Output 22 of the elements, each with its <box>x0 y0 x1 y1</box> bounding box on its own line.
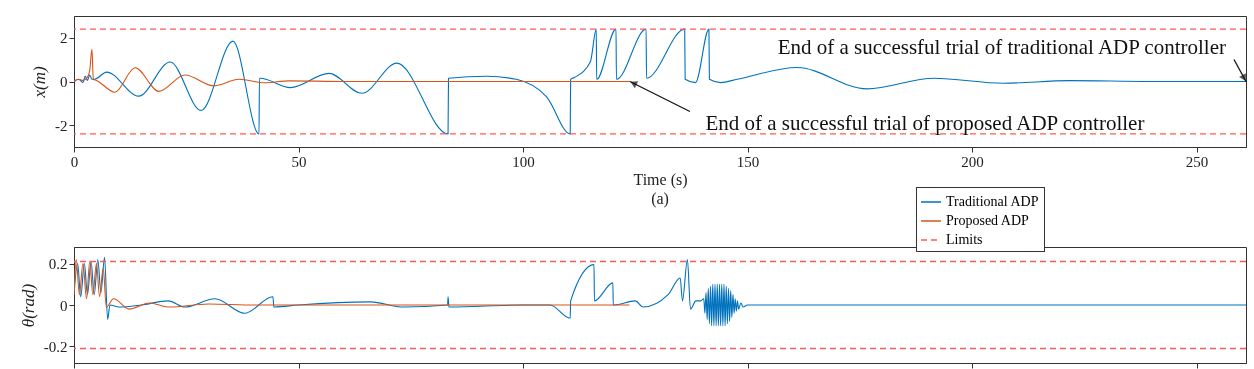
legend-label: Traditional ADP <box>946 194 1039 209</box>
y-tick-label: -2 <box>55 117 68 134</box>
line-series <box>74 258 631 310</box>
y-tick-label: 0 <box>60 297 68 314</box>
x-tick-label: 200 <box>961 153 984 170</box>
y-tick-label: 0 <box>60 74 68 90</box>
text: (a) <box>651 190 669 208</box>
x-tick-label: 250 <box>1185 153 1209 170</box>
x-tick-label: 150 <box>736 153 760 170</box>
legend-label: Limits <box>946 232 983 247</box>
x-tick-label: 50 <box>291 153 307 170</box>
x-tick-label: 100 <box>512 153 535 170</box>
y-axis-title: x(m) <box>30 66 49 99</box>
y-axis-title: θ(rad) <box>18 283 38 328</box>
legend-label: Proposed ADP <box>946 213 1030 228</box>
x-axis-title: Time (s) <box>633 170 688 189</box>
y-tick-label: -0.2 <box>43 338 68 355</box>
annotation: End of a successful trial of traditional ADP controller <box>777 34 1226 59</box>
y-tick-label: 0.2 <box>48 256 68 273</box>
y-tick-label: 2 <box>60 30 68 47</box>
line-series <box>74 256 1246 327</box>
annotation: End of a successful trial of proposed ADP controller <box>705 110 1145 135</box>
